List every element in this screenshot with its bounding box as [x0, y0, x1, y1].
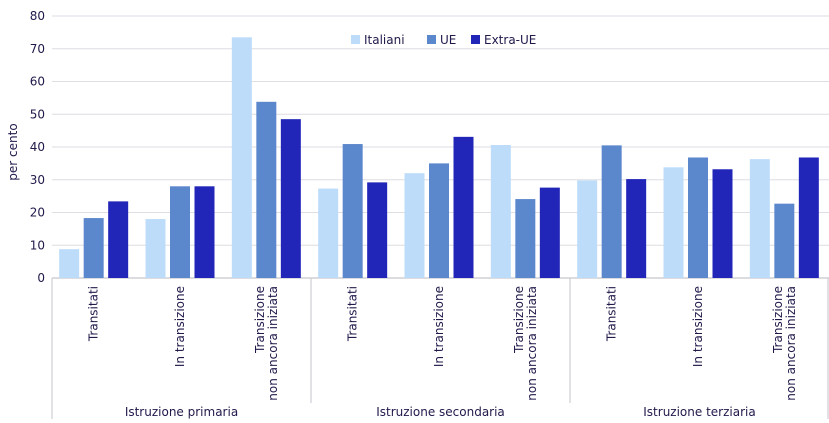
y-tick-label: 30: [30, 173, 45, 187]
legend-swatch: [351, 35, 360, 44]
bars: [59, 37, 819, 279]
x-tick-label: In transizione: [173, 286, 187, 367]
bar: [749, 159, 770, 278]
bar: [83, 218, 104, 278]
x-tick-label: Transizione: [253, 286, 267, 354]
bar: [256, 101, 277, 278]
group-label: Istruzione terziaria: [643, 405, 755, 419]
y-tick-label: 80: [30, 9, 45, 23]
bar: [663, 167, 684, 278]
x-tick-label: non ancora iniziata: [525, 286, 539, 401]
legend-swatch: [471, 35, 480, 44]
bar: [59, 249, 80, 278]
legend-label: Italiani: [364, 33, 405, 47]
y-tick-label: 10: [30, 238, 45, 252]
bar: [577, 180, 598, 278]
y-axis: 0 10 20 30 40 50 60 70 80: [30, 9, 45, 285]
bar: [515, 199, 536, 278]
x-tick-label: In transizione: [432, 286, 446, 367]
bar: [108, 201, 129, 278]
bar: [231, 37, 252, 278]
bar: [798, 157, 819, 278]
bar: [404, 173, 425, 278]
x-tick-label: Transitati: [87, 286, 101, 342]
x-tick-label: Transizione: [512, 286, 526, 354]
bar: [367, 182, 388, 278]
y-tick-label: 50: [30, 107, 45, 121]
y-tick-label: 40: [30, 140, 45, 154]
bar: [712, 169, 733, 278]
group-label: Istruzione primaria: [125, 405, 238, 419]
bar: [453, 136, 474, 278]
legend-label: UE: [440, 33, 456, 47]
group-label: Istruzione secondaria: [376, 405, 505, 419]
x-tick-label: non ancora iniziata: [784, 286, 798, 401]
bar: [490, 145, 511, 278]
y-tick-label: 20: [30, 206, 45, 220]
y-axis-label: per cento: [6, 123, 20, 180]
bar: [170, 186, 190, 278]
bar: [194, 186, 215, 278]
x-tick-label: non ancora iniziata: [266, 286, 280, 401]
y-tick-label: 0: [37, 271, 45, 285]
bar: [688, 157, 708, 278]
bar: [774, 203, 795, 278]
x-axis: Transitati In transizione Transizione non a…: [51, 278, 829, 419]
bar: [280, 119, 301, 278]
bar: [145, 219, 166, 278]
legend: Italiani UE Extra-UE: [351, 33, 536, 47]
legend-label: Extra-UE: [484, 33, 536, 47]
x-tick-label: In transizione: [691, 286, 705, 367]
bar: [539, 187, 560, 278]
x-tick-label: Transitati: [605, 286, 619, 342]
bar: [318, 188, 339, 278]
bar: [601, 145, 622, 278]
bar: [626, 179, 647, 278]
bar: [342, 144, 363, 278]
legend-swatch: [427, 35, 436, 44]
x-tick-label: Transitati: [346, 286, 360, 342]
y-tick-label: 70: [30, 42, 45, 56]
x-tick-label: Transizione: [771, 286, 785, 354]
y-tick-label: 60: [30, 75, 45, 89]
bar: [429, 163, 449, 279]
